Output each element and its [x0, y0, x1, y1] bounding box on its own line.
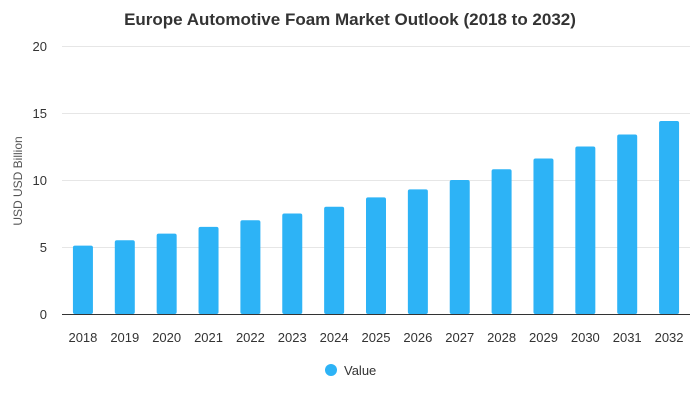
bar-2018[interactable]	[72, 245, 93, 314]
x-tick-label: 2022	[236, 330, 265, 345]
x-tick-label: 2023	[278, 330, 307, 345]
legend-label-value: Value	[344, 363, 376, 378]
y-tick-label: 10	[33, 173, 47, 188]
bar-2025[interactable]	[366, 197, 386, 314]
x-tick-label: 2025	[362, 330, 391, 345]
x-tick-label: 2027	[445, 330, 474, 345]
x-tick-label: 2018	[68, 330, 97, 345]
bar-2028[interactable]	[491, 169, 512, 314]
x-tick-label: 2028	[487, 330, 516, 345]
y-tick-label: 20	[33, 39, 47, 54]
x-tick-label: 2030	[571, 330, 600, 345]
x-tick-label: 2026	[403, 330, 432, 345]
legend-swatch-value	[325, 364, 337, 376]
bar-2031[interactable]	[617, 134, 638, 314]
bars	[72, 121, 680, 315]
y-tick-label: 5	[40, 240, 47, 255]
bar-2022[interactable]	[240, 220, 261, 314]
bar-2023[interactable]	[282, 213, 303, 315]
bar-2026[interactable]	[407, 189, 428, 314]
x-axis-ticks: 2018 2019 2020 2021 2022 2023 2024 2025 2026 2027…	[68, 330, 683, 345]
x-tick-label: 2024	[320, 330, 349, 345]
legend[interactable]: Value	[325, 363, 376, 378]
y-tick-label: 0	[40, 307, 47, 322]
x-tick-label: 2019	[110, 330, 139, 345]
x-tick-label: 2020	[152, 330, 181, 345]
bar-2021[interactable]	[198, 226, 219, 314]
x-tick-label: 2021	[194, 330, 223, 345]
x-tick-label: 2029	[529, 330, 558, 345]
y-axis-label: USD USD Billion	[11, 136, 25, 225]
bar-2030[interactable]	[575, 146, 596, 315]
bar-2020[interactable]	[156, 233, 177, 314]
bar-2019[interactable]	[114, 240, 135, 314]
x-tick-label: 2032	[655, 330, 684, 345]
chart-title: Europe Automotive Foam Market Outlook (2…	[124, 10, 576, 29]
x-tick-label: 2031	[613, 330, 642, 345]
bar-2027[interactable]	[449, 180, 470, 314]
bar-2032[interactable]	[659, 121, 680, 314]
y-axis-ticks: 0 5 10 15 20	[33, 39, 47, 322]
bar-2024[interactable]	[324, 206, 345, 314]
y-tick-label: 15	[33, 106, 47, 121]
bar-2029[interactable]	[533, 158, 554, 314]
